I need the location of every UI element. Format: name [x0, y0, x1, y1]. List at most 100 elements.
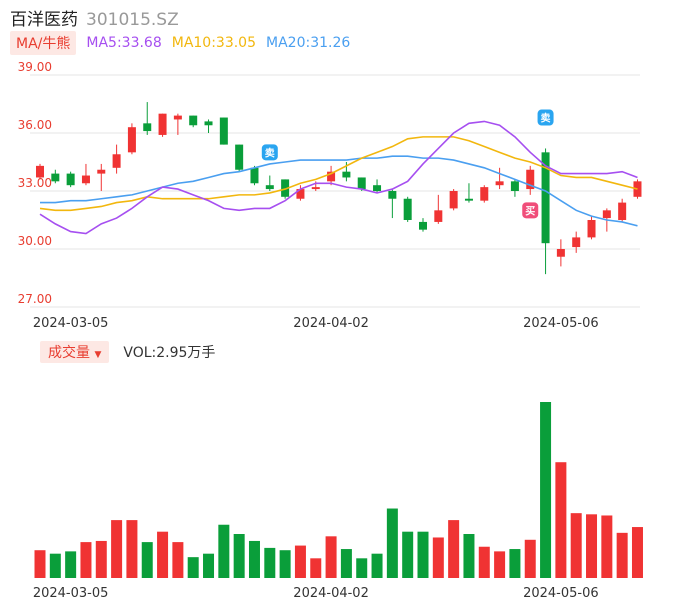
volume-bar [601, 515, 613, 578]
ma20-line [40, 155, 638, 227]
y-tick-label: 36.00 [18, 118, 52, 132]
candle-body [327, 171, 336, 182]
candle-body [373, 185, 382, 191]
volume-bar [233, 534, 245, 578]
volume-bar [371, 553, 383, 578]
volume-bar [478, 546, 490, 578]
ma5-line [39, 120, 638, 235]
volume-bar [111, 520, 123, 578]
volume-bar [294, 545, 306, 578]
volume-tag-label: 成交量 [48, 345, 90, 361]
candle-body [235, 144, 244, 170]
volume-tag[interactable]: 成交量 ▼ [40, 341, 110, 363]
candle-body [403, 198, 412, 220]
volume-bar [463, 534, 475, 578]
volume-bar [631, 527, 643, 578]
ma5-legend: MA5:33.68 [86, 35, 162, 51]
volume-value: VOL:2.95万手 [123, 345, 216, 361]
volume-bar [356, 558, 368, 578]
volume-legend: 成交量 ▼ VOL:2.95万手 [40, 341, 215, 363]
volume-bar [279, 550, 291, 578]
volume-bar [34, 550, 46, 578]
candle-body [572, 237, 581, 248]
volume-x-tick-label: 2024-04-02 [293, 586, 369, 601]
candle-body [51, 173, 60, 182]
candle-body [143, 123, 152, 132]
volume-bar [248, 540, 260, 578]
ma20-legend: MA20:31.26 [266, 35, 351, 51]
candle-body [526, 169, 535, 190]
volume-bar [494, 551, 506, 578]
candle-body [464, 198, 473, 201]
x-tick-label: 2024-03-05 [33, 316, 109, 331]
volume-bar [172, 542, 184, 578]
candle-body [219, 117, 228, 145]
candle-body [112, 154, 121, 168]
y-tick-label: 33.00 [18, 176, 52, 190]
volume-bar [386, 508, 398, 578]
candle-body [602, 210, 611, 219]
volume-bar [187, 557, 199, 578]
candle-body [189, 115, 198, 126]
candle-body [173, 115, 182, 120]
candle-body [66, 173, 75, 186]
ma10-legend: MA10:33.05 [171, 35, 257, 51]
sell-marker-bg [261, 144, 278, 161]
candle-body [296, 189, 305, 199]
volume-bar [325, 536, 337, 578]
candle-body [265, 185, 274, 190]
y-tick-label: 30.00 [18, 234, 52, 248]
volume-bar [157, 531, 169, 578]
stock-name: 百洋医药 [10, 10, 78, 30]
volume-bar [616, 532, 628, 578]
candle-body [449, 191, 458, 209]
candle-body [311, 187, 320, 190]
volume-bar [65, 551, 77, 578]
x-tick-label: 2024-04-02 [293, 316, 369, 331]
sell-marker-label: 卖 [541, 112, 551, 125]
candle-body [36, 165, 44, 178]
volume-bar [402, 531, 414, 578]
volume-x-tick-label: 2024-03-05 [33, 586, 109, 601]
stock-code: 301015.SZ [86, 10, 179, 30]
candle-body [81, 175, 90, 184]
candle-body [388, 191, 397, 199]
candle-body [204, 121, 213, 126]
volume-bar [570, 513, 582, 578]
ma-legend: MA/牛熊 MA5:33.68 MA10:33.05 MA20:31.26 [10, 31, 350, 55]
candle-body [342, 171, 351, 178]
candle-body [480, 187, 489, 201]
caret-down-icon: ▼ [94, 350, 102, 360]
volume-x-tick-label: 2024-05-06 [523, 586, 599, 601]
y-tick-label: 39.00 [18, 60, 52, 74]
candle-body [97, 169, 106, 174]
volume-bar [95, 540, 107, 578]
candle-body [618, 202, 627, 220]
candle-body [541, 152, 550, 244]
volume-bar [509, 549, 521, 578]
ma10-line [39, 136, 638, 212]
volume-bar [417, 531, 429, 578]
volume-bar [141, 542, 153, 578]
volume-bar [524, 539, 536, 578]
volume-bar [432, 537, 444, 578]
volume-bar [586, 514, 598, 578]
candle-body [587, 220, 596, 238]
volume-bar [80, 542, 92, 578]
volume-bar [310, 558, 322, 578]
volume-bar [49, 553, 61, 578]
volume-bar [203, 553, 215, 578]
candle-body [556, 249, 565, 257]
buy-marker-bg [522, 202, 539, 219]
candle-body [250, 167, 259, 184]
candle-body [510, 181, 519, 191]
volume-bar [264, 547, 276, 578]
y-tick-label: 27.00 [18, 292, 52, 306]
volume-bar [448, 520, 460, 578]
ma-toggle-tag[interactable]: MA/牛熊 [10, 31, 77, 55]
candle-body [419, 221, 427, 230]
volume-bar [340, 549, 352, 578]
buy-marker-label: 买 [525, 205, 535, 217]
candle-body [158, 113, 167, 135]
